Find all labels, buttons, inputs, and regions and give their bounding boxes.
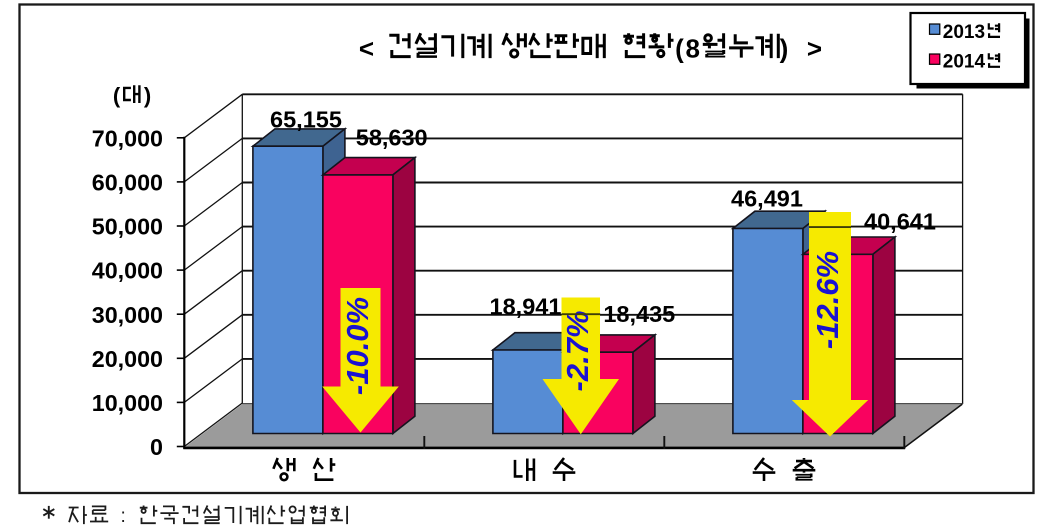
svg-text:40,000: 40,000 [92,258,163,284]
svg-text:10,000: 10,000 [92,390,163,416]
svg-text:(: ( [675,34,684,64]
svg-text:-10.0%: -10.0% [340,297,375,395]
svg-text:46,491: 46,491 [731,186,803,212]
svg-text:<: < [359,34,374,64]
svg-text:): ) [780,34,789,64]
svg-text:-2.7%: -2.7% [560,311,595,392]
svg-text:2013: 2013 [943,22,985,43]
svg-text:30,000: 30,000 [92,302,163,328]
svg-text:8: 8 [685,34,699,64]
svg-text:65,155: 65,155 [270,107,342,133]
svg-text:20,000: 20,000 [92,346,163,372]
svg-text:50,000: 50,000 [92,214,163,240]
svg-text:40,641: 40,641 [864,209,936,235]
svg-text:18,435: 18,435 [603,301,675,327]
svg-text:>: > [807,34,822,64]
svg-text:2014: 2014 [943,52,986,73]
svg-text:70,000: 70,000 [92,125,163,151]
svg-text:0: 0 [150,434,163,460]
svg-text:(: ( [113,83,121,108]
svg-text::: : [121,506,126,527]
svg-text:60,000: 60,000 [92,170,163,196]
svg-text:18,941: 18,941 [490,294,562,320]
svg-text:-12.6%: -12.6% [810,251,845,349]
svg-text:58,630: 58,630 [356,124,428,150]
svg-text:): ) [144,83,151,108]
